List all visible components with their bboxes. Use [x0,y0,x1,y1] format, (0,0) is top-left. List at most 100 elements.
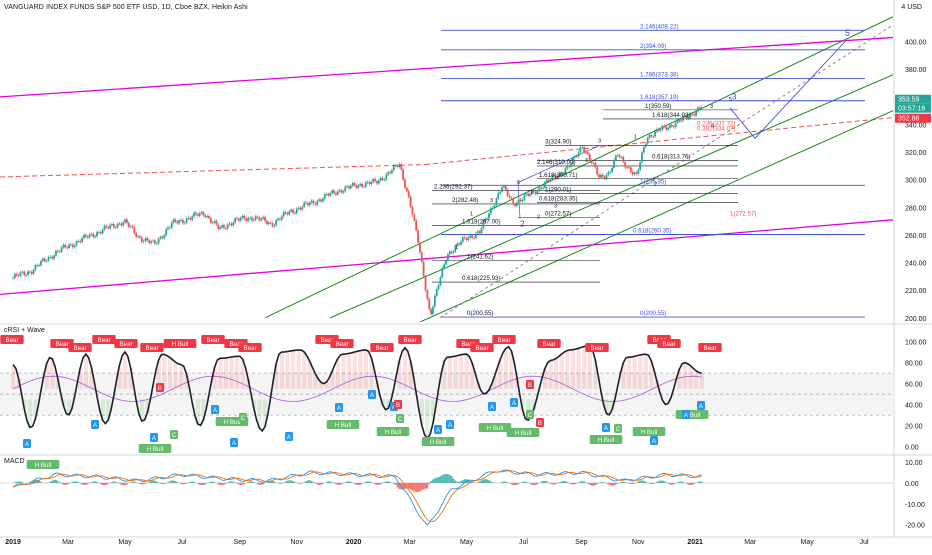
candle-body [115,227,117,228]
wave-count-label: 3 [585,158,588,164]
macd-histogram-bar [199,483,201,485]
rsi-overbought-fill [235,356,239,389]
wave-count-label: 3 [598,138,601,144]
macd-histogram-bar [518,483,520,484]
macd-histogram-bar [130,482,132,483]
candle-body [16,274,18,275]
candle-body [344,187,346,192]
candle-body [195,213,197,215]
macd-histogram-bar [94,481,96,483]
time-tick-label: Sep [575,539,588,546]
macd-histogram-bar [176,482,178,483]
candle-body [660,130,662,131]
time-tick-label: May [118,539,132,546]
crsi-pane-title[interactable]: cRSI + Wave [4,327,45,334]
rsi-overbought-fill [168,357,172,388]
candle-body [382,178,384,180]
candle-body [163,235,165,238]
macd-histogram-bar [232,482,234,483]
macd-histogram-bar [699,481,701,483]
macd-histogram-bar [488,480,490,483]
candle-body [654,132,656,137]
macd-histogram-bar [449,475,451,483]
macd-histogram-bar [460,481,462,483]
macd-histogram-bar [671,483,673,485]
wave-count-label: 5 [517,180,520,186]
candle-body [443,264,445,268]
macd-histogram-bar [249,481,251,483]
macd-histogram-bar [359,483,361,485]
macd-histogram-bar [64,483,66,485]
candle-body [423,262,425,277]
candle-body [419,242,421,252]
macd-histogram-bar [572,483,574,485]
macd-histogram-bar [440,476,442,483]
fib-level-label: 2(394.09) [640,43,667,50]
candle-body [699,107,701,108]
macd-histogram-bar [244,483,246,484]
macd-histogram-bar [397,483,399,487]
rsi-overbought-fill [280,352,284,389]
currency-label[interactable]: 4 USD [901,4,922,11]
candle-body [232,223,234,226]
rsi-overbought-fill [229,357,233,389]
candle-body [621,157,623,158]
candle-body [266,221,268,224]
candle-body [48,257,50,261]
macd-histogram-bar [677,482,679,483]
candle-body [617,155,619,156]
macd-histogram-bar [447,474,449,483]
macd-histogram-bar [531,483,533,485]
macd-histogram-bar [434,478,436,483]
macd-histogram-bar [652,483,654,484]
candle-body [374,179,376,181]
candle-body [667,128,669,130]
candle-body [348,186,350,188]
macd-histogram-bar [189,482,191,483]
candle-body [412,207,414,215]
fib-level-label: 2.146(310.00) [537,159,576,166]
macd-histogram-bar [697,482,699,483]
macd-histogram-bar [451,476,453,483]
bear-badge-text: Bear [375,345,388,352]
macd-histogram-bar [314,483,316,484]
candle-body [217,225,219,229]
candle-body [365,182,367,186]
rsi-overbought-fill [364,350,368,389]
macd-pane-title[interactable]: MACD [4,458,25,465]
macd-histogram-bar [305,481,307,483]
candle-body [395,165,397,166]
candle-body [173,219,175,222]
macd-histogram-bar [175,481,177,483]
candle-body [413,215,415,220]
candle-body [201,212,203,213]
candle-body [262,217,264,219]
candle-body [76,241,78,245]
fib-level-label: 1(272.57) [730,211,757,218]
candle-body [285,212,287,213]
wave-label: 3 [732,93,737,102]
fib-level-label: 1(290.01) [545,187,572,194]
candle-body [221,225,223,227]
candle-body [398,164,400,167]
candle-body [440,277,442,285]
wave-count-label: 1 [455,245,458,251]
macd-histogram-bar [593,483,595,486]
macd-histogram-bar [389,482,391,483]
macd-histogram-bar [257,483,259,484]
macd-histogram-bar [690,483,692,485]
macd-histogram-bar [490,481,492,483]
rsi-overbought-fill [347,353,351,388]
macd-histogram-bar [561,481,563,483]
candle-body [257,216,259,217]
candle-body [669,125,671,128]
macd-histogram-bar [594,483,596,485]
candle-body [33,270,35,274]
macd-tick-label: -20.00 [905,523,925,530]
macd-histogram-bar [20,482,22,483]
macd-histogram-bar [87,483,89,484]
rsi-overbought-fill [403,348,407,389]
macd-histogram-bar [294,482,296,483]
macd-histogram-bar [559,482,561,483]
candle-body [634,173,636,175]
